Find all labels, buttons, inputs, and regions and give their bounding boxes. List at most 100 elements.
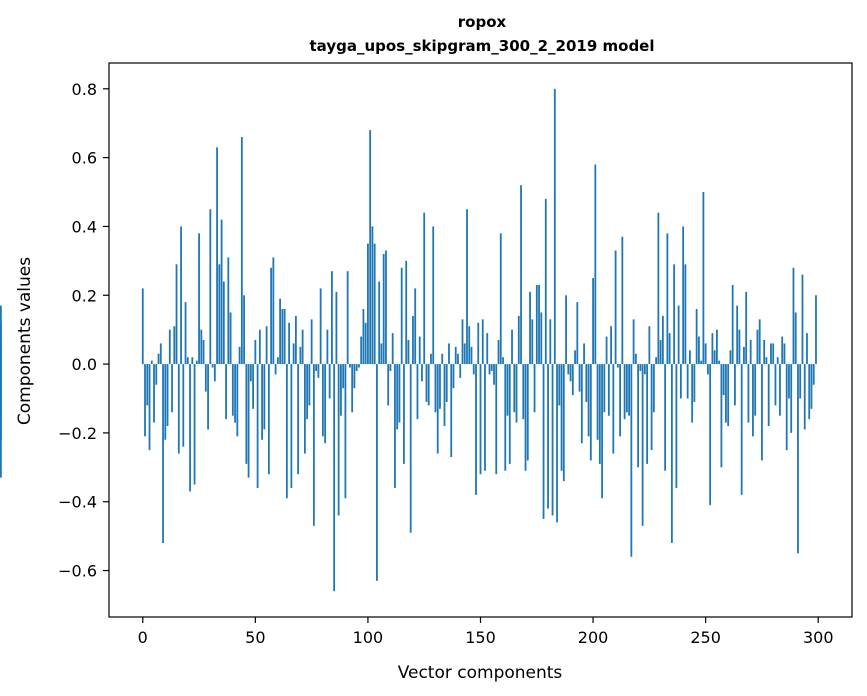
bar-24	[195, 360, 198, 365]
bar-167	[517, 315, 520, 365]
bar-68	[294, 315, 297, 365]
bar-73	[306, 364, 309, 420]
bar-293	[801, 274, 804, 365]
bar-14	[173, 326, 176, 365]
bar-84	[331, 271, 333, 365]
bar-138	[452, 364, 455, 389]
bar-6	[155, 364, 158, 385]
bar-272	[754, 364, 757, 416]
bar-161	[504, 364, 507, 471]
bar-60	[276, 357, 279, 365]
bar-237	[675, 364, 678, 488]
bar-102	[371, 226, 374, 365]
y-axis-ticks: −0.6 −0.4 −0.2 0.0 0.2 0.4 0.6 0.8	[58, 80, 109, 581]
bar-109	[387, 364, 390, 406]
bar-159	[499, 233, 502, 365]
x-axis-label: Vector components	[398, 663, 563, 683]
bar-285	[783, 343, 786, 365]
bar-70	[299, 346, 302, 365]
bar-197	[585, 364, 588, 402]
bar-214	[623, 364, 626, 420]
bar-196	[583, 343, 585, 365]
bar-296	[808, 364, 811, 420]
bar-170	[524, 364, 527, 471]
bar-74	[308, 364, 311, 406]
bar-34	[218, 264, 221, 365]
bar-218	[632, 319, 635, 365]
bar-72	[303, 364, 306, 454]
bar-278	[767, 364, 770, 427]
bar-254	[713, 350, 716, 365]
bar-137	[450, 364, 453, 457]
bar-212	[619, 364, 621, 437]
bar-264	[736, 305, 739, 365]
bar-269	[747, 364, 750, 423]
bar-118	[407, 340, 410, 365]
y-tick-label: −0.2	[58, 424, 97, 443]
bar-61	[279, 298, 282, 365]
bar-15	[175, 264, 178, 365]
bar-242	[686, 364, 689, 399]
bar-190	[569, 364, 572, 382]
bar-215	[625, 364, 628, 413]
bar-98	[362, 309, 365, 365]
bar-36	[222, 281, 225, 365]
bar-284	[781, 336, 784, 365]
bar-43	[238, 346, 241, 365]
bar-256	[718, 360, 721, 365]
bar-97	[360, 336, 363, 365]
bar-156	[493, 364, 495, 385]
bar-38	[227, 257, 230, 365]
bar-260	[727, 364, 730, 427]
bar-133	[441, 353, 444, 365]
bar-136	[448, 343, 450, 365]
bar-150	[479, 364, 482, 475]
bar-292	[799, 364, 802, 399]
bar-91	[346, 271, 349, 365]
bar-207	[607, 364, 610, 416]
bar-266	[740, 364, 743, 495]
bar-180	[547, 364, 549, 509]
bar-202	[596, 364, 599, 440]
bar-78	[317, 364, 320, 378]
bar-26	[200, 329, 203, 365]
bar-113	[396, 364, 399, 430]
bar-235	[670, 364, 673, 544]
bar-117	[405, 260, 408, 365]
y-tick-label: 0.0	[72, 355, 97, 374]
bar-123	[418, 336, 421, 365]
bar-225	[648, 326, 651, 365]
bar-11	[166, 364, 169, 427]
bar-105	[378, 281, 381, 365]
bar-49	[252, 364, 254, 409]
bar-271	[752, 364, 754, 437]
bar-82	[326, 329, 329, 365]
bar-279	[770, 343, 772, 365]
bar-183	[553, 88, 556, 365]
bar-203	[598, 364, 601, 464]
bar-21	[189, 364, 191, 492]
bar-280	[772, 343, 775, 365]
bar-208	[610, 326, 612, 365]
bar-17	[180, 226, 182, 365]
bar-199	[589, 364, 592, 461]
bar-79	[319, 288, 322, 365]
bar-209	[612, 364, 615, 454]
bar-257	[720, 364, 723, 468]
bar-226	[650, 364, 653, 451]
bar-200	[592, 278, 594, 365]
bar-177	[540, 312, 543, 365]
bar-234	[668, 333, 671, 365]
bar-41	[234, 364, 236, 423]
bar-168	[520, 185, 522, 365]
bar-184	[556, 364, 558, 523]
bar-179	[544, 198, 547, 365]
x-tick-label: 200	[578, 628, 609, 647]
bar-244	[691, 364, 694, 423]
bar-249	[702, 192, 705, 365]
bar-217	[630, 364, 633, 557]
bar-252	[709, 364, 712, 506]
bar-55	[265, 326, 268, 365]
bar-282	[776, 357, 779, 365]
bar-65	[288, 322, 291, 365]
